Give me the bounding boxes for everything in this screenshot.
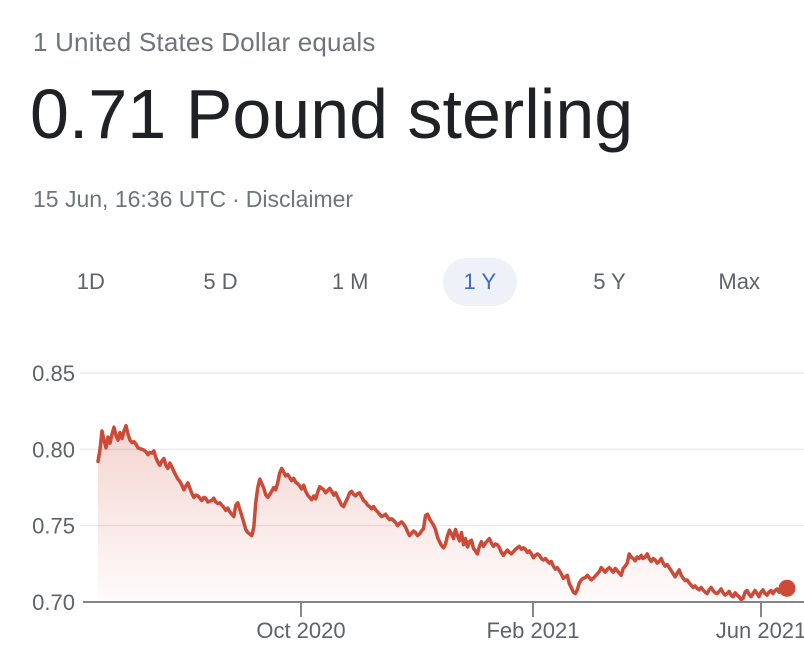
tab-5d[interactable]: 5 D bbox=[203, 269, 238, 294]
y-axis-label: 0.70 bbox=[32, 590, 75, 615]
timestamp: 15 Jun, 16:36 UTC bbox=[33, 186, 227, 212]
conversion-result: 0.71 Pound sterling bbox=[30, 75, 634, 153]
price-line bbox=[96, 423, 789, 602]
time-range-tabs: 1D 5 D 1 M 1 Y 5 Y Max bbox=[26, 257, 804, 307]
exchange-rate-chart[interactable]: 0.70 0.75 0.80 0.85 Oct 2020 Feb 2021 Jun 2021 bbox=[0, 330, 804, 660]
chart-area: 0.70 0.75 0.80 0.85 Oct 2020 Feb 2021 Jun 2021 bbox=[0, 330, 804, 660]
dot-separator: · bbox=[232, 186, 240, 212]
y-axis-label: 0.85 bbox=[32, 361, 75, 386]
y-axis-label: 0.75 bbox=[32, 514, 75, 539]
conversion-equals-label: 1 United States Dollar equals bbox=[33, 27, 376, 57]
x-axis-label: Jun 2021 bbox=[716, 618, 804, 643]
x-axis-label: Feb 2021 bbox=[486, 618, 579, 643]
tab-1d[interactable]: 1D bbox=[76, 269, 105, 294]
price-area-fill bbox=[98, 425, 787, 602]
disclaimer-link[interactable]: Disclaimer bbox=[245, 186, 354, 212]
latest-point-marker bbox=[778, 579, 796, 597]
tab-1m[interactable]: 1 M bbox=[331, 269, 369, 294]
y-axis-label: 0.80 bbox=[32, 437, 75, 462]
timestamp-row: 15 Jun, 16:36 UTC · Disclaimer bbox=[33, 186, 353, 214]
tab-max[interactable]: Max bbox=[718, 269, 760, 294]
tab-5y[interactable]: 5 Y bbox=[593, 269, 626, 294]
x-axis-label: Oct 2020 bbox=[256, 618, 345, 643]
tab-1y[interactable]: 1 Y bbox=[415, 257, 545, 307]
